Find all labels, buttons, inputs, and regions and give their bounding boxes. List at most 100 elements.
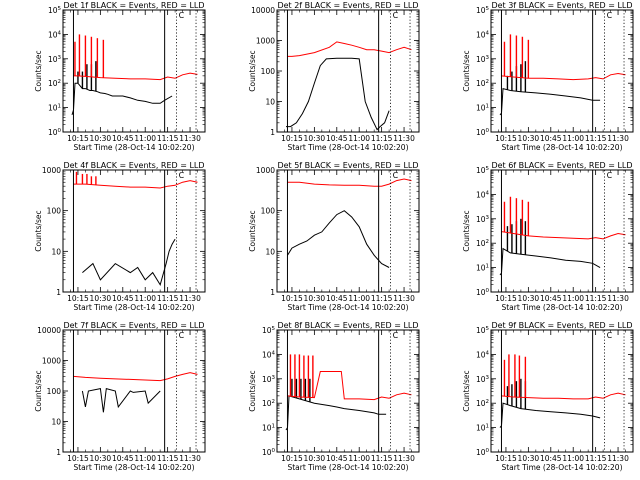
y-tick-label: 103: [476, 215, 490, 224]
events-series-line: [287, 210, 390, 268]
x-tick-label: 10:15: [67, 294, 89, 303]
corner-marker-label: C: [179, 171, 185, 180]
panel-title: Det 5f BLACK = Events, RED = LLD: [277, 161, 418, 170]
y-tick-label: 100: [261, 67, 276, 76]
events-series-line: [285, 395, 387, 431]
lld-series-line: [287, 371, 412, 401]
x-tick-label: 10:15: [281, 134, 303, 143]
y-tick-label: 104: [476, 190, 490, 199]
panel-title: Det 4f BLACK = Events, RED = LLD: [63, 161, 204, 170]
y-tick-label: 104: [262, 350, 276, 359]
corner-marker-label: C: [607, 11, 613, 20]
y-axis-label: Counts/sec: [34, 210, 43, 251]
corner-marker-label: C: [393, 171, 399, 180]
panel-det-8: Det 8f BLACK = Events, RED = LLD 100 101 10…: [248, 321, 420, 472]
x-tick-label: 11:15: [157, 294, 179, 303]
events-series-line: [81, 387, 161, 413]
x-tick-label: 10:45: [540, 454, 562, 463]
panel-det-6: Det 6f BLACK = Events, RED = LLD 100 101 10…: [462, 161, 634, 312]
x-tick-label: 10:45: [326, 454, 348, 463]
x-tick-label: 10:30: [304, 134, 326, 143]
plot-frame: [490, 329, 634, 453]
panel-title: Det 6f BLACK = Events, RED = LLD: [491, 161, 632, 170]
x-tick-label: 10:30: [304, 454, 326, 463]
x-tick-label: 10:30: [518, 134, 540, 143]
plot-area: [285, 354, 412, 431]
x-tick-label: 10:15: [67, 454, 89, 463]
x-tick-label: 10:15: [495, 294, 517, 303]
x-tick-label: 10:30: [518, 454, 540, 463]
x-tick-label: 10:45: [112, 294, 134, 303]
events-series-line: [499, 247, 601, 276]
x-tick-label: 11:00: [348, 454, 370, 463]
x-tick-label: 11:00: [562, 294, 584, 303]
plot-area: [499, 34, 626, 116]
y-axis-label: Counts/sec: [462, 210, 471, 251]
plot-area: [73, 171, 198, 287]
events-series-line: [286, 57, 390, 131]
plot-frame: [276, 9, 420, 133]
x-tick-label: 11:15: [157, 134, 179, 143]
lld-series-line: [287, 178, 412, 187]
plot-area: [286, 41, 412, 131]
panel-det-4: Det 4f BLACK = Events, RED = LLD 1 10 100 10…: [34, 161, 206, 312]
panel-det-1: Det 1f BLACK = Events, RED = LLD 100 101 10…: [34, 1, 206, 152]
panel-title: Det 8f BLACK = Events, RED = LLD: [277, 321, 418, 330]
panel-title: Det 7f BLACK = Events, RED = LLD: [63, 321, 204, 330]
plot-frame: [276, 329, 420, 453]
x-axis-label: Start Time (28-Oct-14 10:02:20): [73, 463, 194, 472]
plot-frame: [490, 9, 634, 133]
y-tick-label: 101: [476, 104, 489, 113]
corner-marker-label: C: [393, 11, 399, 20]
x-tick-label: 11:00: [134, 454, 156, 463]
y-tick-label: 100: [476, 288, 490, 297]
y-tick-label: 104: [476, 30, 490, 39]
panel-det-7: Det 7f BLACK = Events, RED = LLD 1 10 100 10…: [34, 321, 206, 472]
x-tick-label: 10:45: [326, 134, 348, 143]
y-tick-label: 1: [56, 288, 61, 297]
x-tick-label: 11:00: [562, 454, 584, 463]
plot-area: [287, 178, 412, 268]
plot-area: [499, 196, 626, 276]
y-axis-label: Counts/sec: [248, 50, 257, 91]
x-tick-label: 11:15: [371, 294, 393, 303]
x-tick-label: 10:15: [495, 134, 517, 143]
x-axis-label: Start Time (28-Oct-14 10:02:20): [287, 463, 408, 472]
plot-frame: [276, 169, 420, 293]
x-axis-label: Start Time (28-Oct-14 10:02:20): [73, 303, 194, 312]
y-tick-label: 100: [476, 448, 490, 457]
y-tick-label: 101: [262, 424, 275, 433]
x-axis-label: Start Time (28-Oct-14 10:02:20): [287, 303, 408, 312]
x-tick-label: 11:00: [348, 134, 370, 143]
x-axis-label: Start Time (28-Oct-14 10:02:20): [287, 143, 408, 152]
y-tick-label: 101: [476, 424, 489, 433]
y-tick-label: 100: [262, 448, 276, 457]
x-axis-label: Start Time (28-Oct-14 10:02:20): [501, 463, 622, 472]
x-tick-label: 11:15: [585, 454, 607, 463]
x-tick-label: 11:30: [179, 134, 201, 143]
x-tick-label: 11:30: [179, 294, 201, 303]
x-axis-label: Start Time (28-Oct-14 10:02:20): [73, 143, 194, 152]
y-tick-label: 105: [476, 6, 490, 15]
x-axis-label: Start Time (28-Oct-14 10:02:20): [501, 143, 622, 152]
y-tick-label: 105: [476, 166, 490, 175]
panel-det-3: Det 3f BLACK = Events, RED = LLD 100 101 10…: [462, 1, 634, 152]
x-tick-label: 11:30: [607, 294, 629, 303]
x-tick-label: 10:45: [540, 294, 562, 303]
y-tick-label: 101: [476, 264, 489, 273]
lld-series-line: [73, 372, 198, 382]
x-tick-label: 10:15: [495, 454, 517, 463]
events-series-line: [499, 402, 601, 428]
x-tick-label: 11:15: [371, 134, 393, 143]
x-tick-label: 10:30: [90, 454, 112, 463]
corner-marker-label: C: [179, 331, 185, 340]
x-tick-label: 11:15: [585, 294, 607, 303]
corner-marker-label: C: [393, 331, 399, 340]
y-tick-label: 102: [476, 239, 489, 248]
lld-series-line: [73, 180, 198, 189]
plot-area: [71, 34, 198, 116]
events-series-line: [499, 87, 601, 116]
x-tick-label: 10:45: [112, 454, 134, 463]
y-axis-label: Counts/sec: [248, 370, 257, 411]
